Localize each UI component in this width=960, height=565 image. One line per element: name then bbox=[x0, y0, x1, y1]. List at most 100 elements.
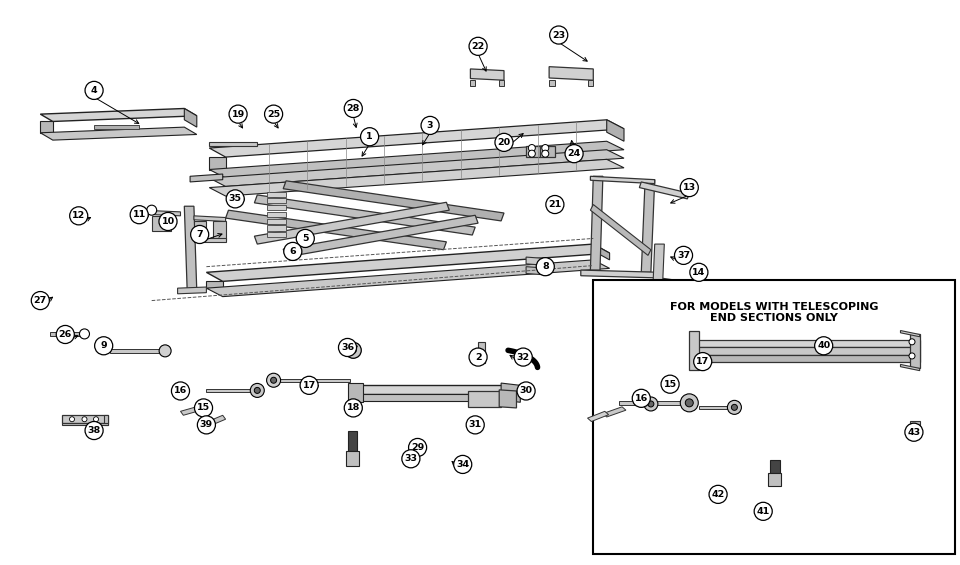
Circle shape bbox=[541, 150, 549, 157]
Text: 33: 33 bbox=[404, 454, 418, 463]
Circle shape bbox=[345, 399, 362, 417]
Circle shape bbox=[147, 205, 156, 215]
Polygon shape bbox=[549, 80, 555, 86]
Polygon shape bbox=[62, 423, 108, 425]
Circle shape bbox=[541, 145, 549, 151]
Circle shape bbox=[172, 382, 189, 400]
Polygon shape bbox=[526, 267, 549, 275]
Text: 29: 29 bbox=[411, 443, 424, 452]
Circle shape bbox=[709, 485, 727, 503]
Circle shape bbox=[254, 388, 260, 393]
Text: 38: 38 bbox=[87, 426, 101, 435]
Text: 15: 15 bbox=[663, 380, 677, 389]
Circle shape bbox=[345, 99, 362, 118]
Polygon shape bbox=[588, 411, 609, 421]
Polygon shape bbox=[254, 202, 449, 244]
Circle shape bbox=[815, 337, 832, 355]
Polygon shape bbox=[194, 238, 226, 242]
Polygon shape bbox=[40, 127, 197, 140]
Circle shape bbox=[70, 207, 87, 225]
Text: 7: 7 bbox=[197, 230, 203, 239]
Text: FOR MODELS WITH TELESCOPING
END SECTIONS ONLY: FOR MODELS WITH TELESCOPING END SECTIONS… bbox=[670, 302, 878, 323]
Polygon shape bbox=[526, 146, 540, 157]
Circle shape bbox=[267, 373, 280, 387]
Polygon shape bbox=[607, 120, 624, 141]
Circle shape bbox=[728, 401, 741, 414]
Polygon shape bbox=[209, 159, 624, 196]
Circle shape bbox=[159, 345, 171, 357]
Text: 3: 3 bbox=[427, 121, 433, 130]
Polygon shape bbox=[226, 210, 446, 250]
Circle shape bbox=[85, 81, 103, 99]
Polygon shape bbox=[641, 180, 655, 272]
Circle shape bbox=[905, 423, 923, 441]
Polygon shape bbox=[267, 219, 286, 224]
Polygon shape bbox=[653, 244, 664, 289]
Polygon shape bbox=[194, 216, 226, 221]
Polygon shape bbox=[206, 389, 252, 392]
Polygon shape bbox=[540, 146, 555, 157]
Circle shape bbox=[755, 502, 772, 520]
Circle shape bbox=[909, 339, 915, 345]
Polygon shape bbox=[693, 347, 920, 355]
Text: 27: 27 bbox=[34, 296, 47, 305]
Circle shape bbox=[467, 416, 484, 434]
Text: 4: 4 bbox=[91, 86, 97, 95]
Polygon shape bbox=[693, 355, 920, 362]
Circle shape bbox=[694, 353, 711, 371]
Circle shape bbox=[69, 417, 75, 421]
Polygon shape bbox=[588, 80, 593, 86]
Text: 25: 25 bbox=[267, 110, 280, 119]
Polygon shape bbox=[152, 216, 171, 231]
Polygon shape bbox=[254, 195, 475, 235]
Circle shape bbox=[350, 347, 356, 353]
Polygon shape bbox=[639, 182, 689, 199]
Polygon shape bbox=[549, 67, 593, 80]
Polygon shape bbox=[900, 331, 920, 337]
Circle shape bbox=[229, 105, 247, 123]
Circle shape bbox=[95, 337, 112, 355]
Polygon shape bbox=[209, 141, 624, 178]
Polygon shape bbox=[184, 206, 197, 291]
Circle shape bbox=[546, 195, 564, 214]
Polygon shape bbox=[209, 120, 624, 157]
Circle shape bbox=[300, 376, 318, 394]
Circle shape bbox=[271, 377, 276, 383]
Text: 28: 28 bbox=[347, 104, 360, 113]
Circle shape bbox=[517, 382, 535, 400]
Polygon shape bbox=[209, 157, 226, 170]
Polygon shape bbox=[178, 287, 206, 294]
Polygon shape bbox=[501, 383, 520, 402]
Circle shape bbox=[681, 394, 698, 412]
Circle shape bbox=[732, 405, 737, 410]
Circle shape bbox=[57, 325, 74, 344]
Text: 43: 43 bbox=[907, 428, 921, 437]
Circle shape bbox=[198, 416, 215, 434]
Polygon shape bbox=[209, 150, 624, 186]
Polygon shape bbox=[499, 80, 504, 86]
Polygon shape bbox=[110, 349, 161, 353]
Circle shape bbox=[80, 329, 89, 339]
Text: 31: 31 bbox=[468, 420, 482, 429]
Text: 5: 5 bbox=[302, 234, 308, 243]
Text: 32: 32 bbox=[516, 353, 530, 362]
Text: 35: 35 bbox=[228, 194, 242, 203]
Polygon shape bbox=[283, 215, 478, 257]
Circle shape bbox=[495, 133, 513, 151]
Polygon shape bbox=[348, 383, 363, 402]
Circle shape bbox=[515, 348, 532, 366]
Polygon shape bbox=[499, 390, 516, 408]
Text: 16: 16 bbox=[174, 386, 187, 396]
Polygon shape bbox=[353, 394, 507, 401]
Text: 36: 36 bbox=[341, 343, 354, 352]
Polygon shape bbox=[699, 406, 734, 409]
Circle shape bbox=[528, 150, 536, 157]
Circle shape bbox=[32, 292, 49, 310]
Circle shape bbox=[685, 399, 693, 407]
Polygon shape bbox=[62, 415, 108, 423]
Polygon shape bbox=[900, 364, 920, 371]
Text: 39: 39 bbox=[200, 420, 213, 429]
Polygon shape bbox=[104, 415, 108, 425]
Text: 8: 8 bbox=[541, 262, 549, 271]
Circle shape bbox=[339, 338, 356, 357]
